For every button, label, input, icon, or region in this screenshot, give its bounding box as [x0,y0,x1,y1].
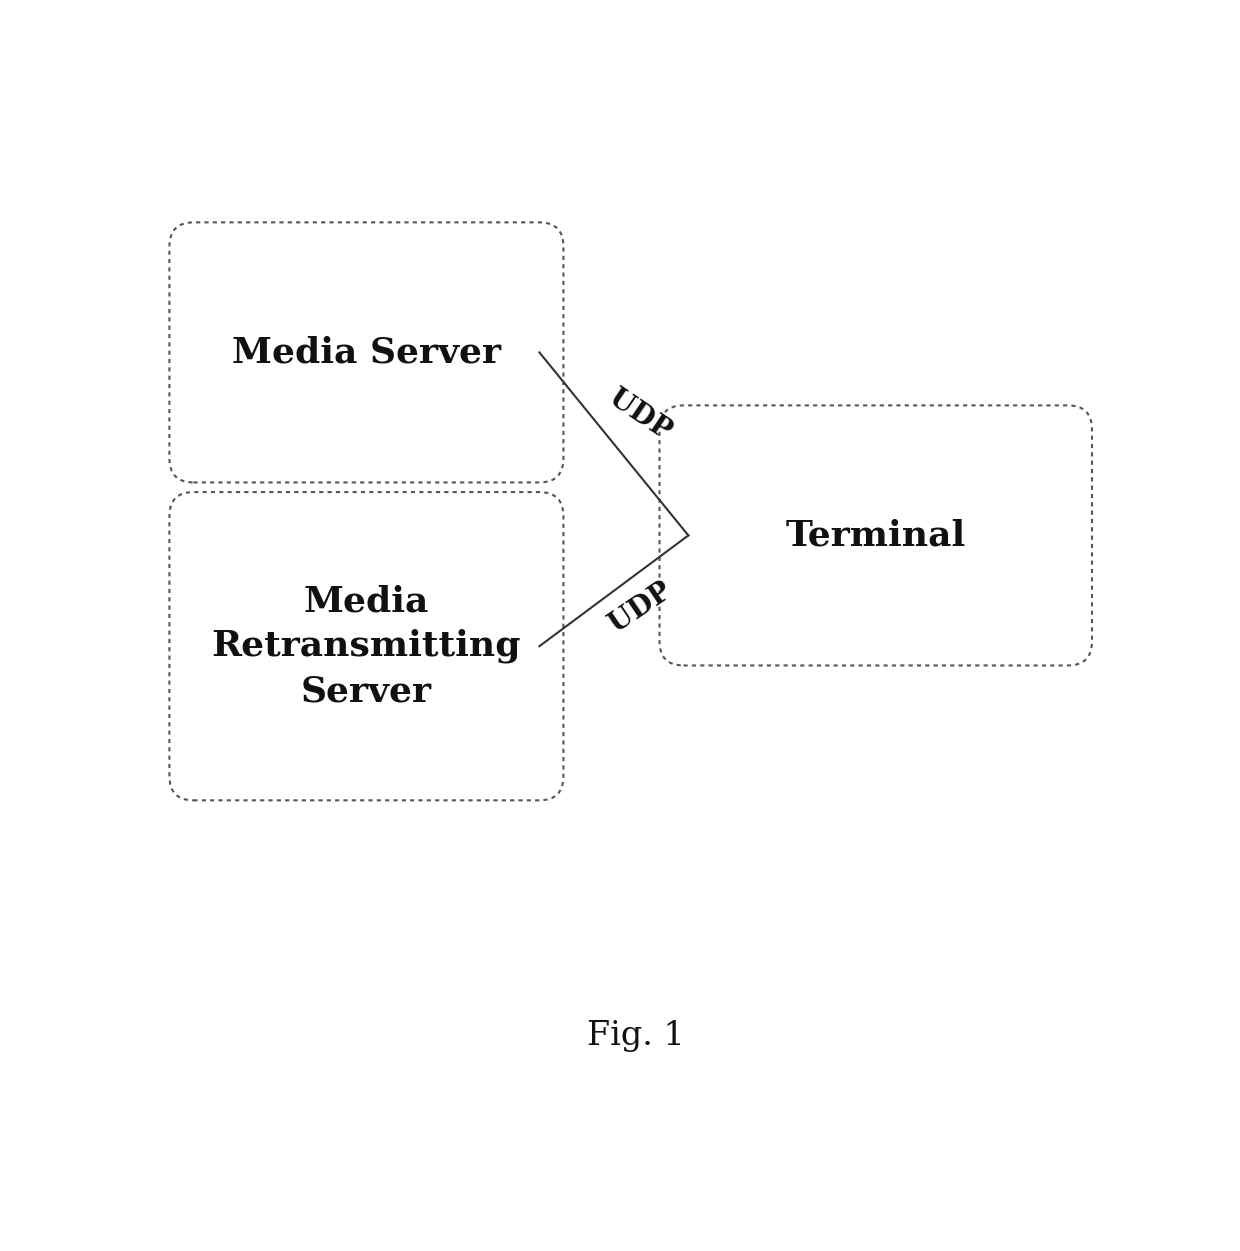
Text: Fig. 1: Fig. 1 [587,1021,684,1052]
Text: UDP: UDP [604,384,677,445]
Text: UDP: UDP [604,577,677,638]
FancyBboxPatch shape [170,223,563,483]
Text: Media
Retransmitting
Server: Media Retransmitting Server [212,584,521,708]
Text: Media Server: Media Server [232,335,501,369]
Text: Terminal: Terminal [786,518,966,553]
FancyBboxPatch shape [170,492,563,801]
FancyBboxPatch shape [660,405,1092,666]
